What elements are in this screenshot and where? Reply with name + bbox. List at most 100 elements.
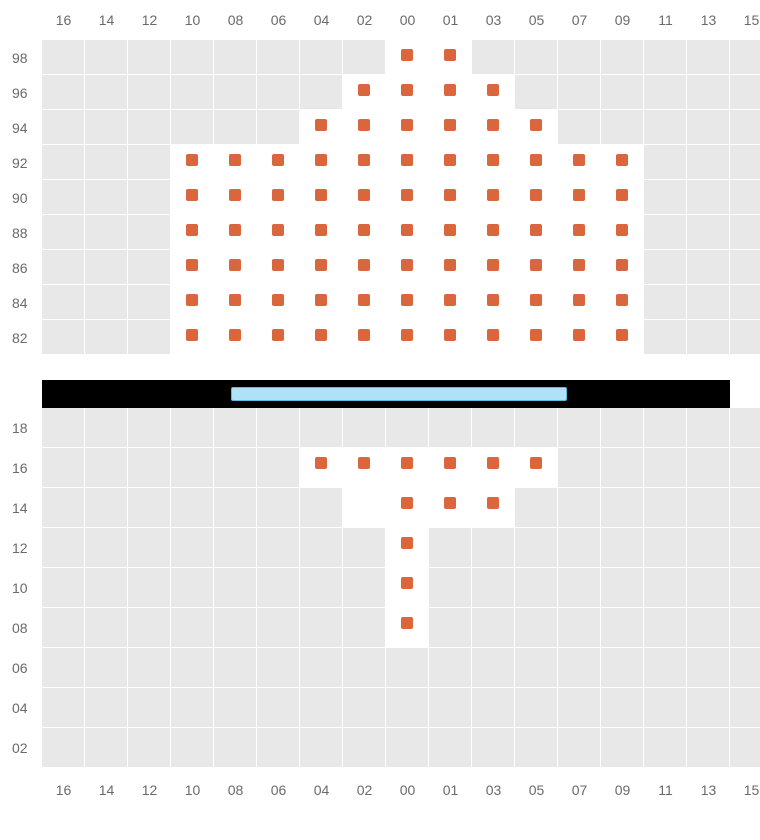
- seat-cell[interactable]: [558, 180, 601, 215]
- seat-cell[interactable]: [515, 180, 558, 215]
- seat-cell[interactable]: [472, 250, 515, 285]
- seat-cell[interactable]: [343, 448, 386, 488]
- seat-cell[interactable]: [472, 110, 515, 145]
- seat-cell[interactable]: [343, 488, 386, 528]
- seat-cell[interactable]: [515, 320, 558, 355]
- seat-cell[interactable]: [386, 528, 429, 568]
- seat-cell[interactable]: [386, 110, 429, 145]
- seat-cell: [128, 285, 171, 320]
- seat-cell[interactable]: [429, 250, 472, 285]
- seat-cell[interactable]: [343, 110, 386, 145]
- seat-cell[interactable]: [429, 110, 472, 145]
- seat-cell[interactable]: [300, 320, 343, 355]
- seat-cell[interactable]: [386, 448, 429, 488]
- seat-cell[interactable]: [515, 250, 558, 285]
- seat-cell[interactable]: [601, 250, 644, 285]
- seat-cell[interactable]: [171, 215, 214, 250]
- seat-cell[interactable]: [300, 215, 343, 250]
- seat-cell[interactable]: [257, 285, 300, 320]
- seat-cell: [42, 215, 85, 250]
- seat-cell[interactable]: [343, 180, 386, 215]
- seat-cell[interactable]: [429, 320, 472, 355]
- seat-cell[interactable]: [300, 448, 343, 488]
- seat-cell[interactable]: [601, 285, 644, 320]
- seat-cell[interactable]: [472, 215, 515, 250]
- seat-cell[interactable]: [515, 448, 558, 488]
- seat-cell: [515, 688, 558, 728]
- seat-cell[interactable]: [601, 145, 644, 180]
- seat-cell[interactable]: [429, 145, 472, 180]
- seat-cell[interactable]: [171, 250, 214, 285]
- seat-cell[interactable]: [171, 145, 214, 180]
- seat-cell[interactable]: [214, 250, 257, 285]
- seat-cell[interactable]: [386, 180, 429, 215]
- seat-cell[interactable]: [472, 448, 515, 488]
- seat-cell[interactable]: [429, 488, 472, 528]
- seat-cell: [515, 528, 558, 568]
- seat-cell[interactable]: [472, 320, 515, 355]
- seat-cell[interactable]: [386, 285, 429, 320]
- seat-cell[interactable]: [429, 75, 472, 110]
- seat-cell[interactable]: [214, 285, 257, 320]
- seat-cell[interactable]: [429, 285, 472, 320]
- seat-cell[interactable]: [300, 110, 343, 145]
- seat-cell[interactable]: [171, 285, 214, 320]
- seat-cell[interactable]: [429, 180, 472, 215]
- seat-cell: [42, 688, 85, 728]
- seat-cell[interactable]: [558, 250, 601, 285]
- seat-marker-icon: [487, 329, 499, 341]
- seat-cell[interactable]: [343, 215, 386, 250]
- seat-cell[interactable]: [558, 145, 601, 180]
- seat-cell[interactable]: [515, 110, 558, 145]
- seat-cell[interactable]: [558, 320, 601, 355]
- seat-cell[interactable]: [214, 145, 257, 180]
- seat-cell[interactable]: [558, 215, 601, 250]
- seat-cell[interactable]: [429, 40, 472, 75]
- seat-cell[interactable]: [429, 215, 472, 250]
- seat-cell[interactable]: [515, 215, 558, 250]
- seat-cell[interactable]: [214, 215, 257, 250]
- seat-cell[interactable]: [343, 285, 386, 320]
- seat-cell[interactable]: [343, 320, 386, 355]
- seat-cell[interactable]: [472, 285, 515, 320]
- seat-cell[interactable]: [386, 215, 429, 250]
- seat-cell[interactable]: [429, 448, 472, 488]
- seat-cell[interactable]: [214, 180, 257, 215]
- seat-cell[interactable]: [300, 180, 343, 215]
- seat-cell[interactable]: [472, 488, 515, 528]
- seat-cell[interactable]: [515, 285, 558, 320]
- seat-cell[interactable]: [472, 145, 515, 180]
- seat-cell[interactable]: [386, 608, 429, 648]
- seat-cell[interactable]: [386, 75, 429, 110]
- seat-cell[interactable]: [601, 180, 644, 215]
- seat-cell[interactable]: [257, 320, 300, 355]
- seat-marker-icon: [272, 154, 284, 166]
- seat-cell[interactable]: [386, 568, 429, 608]
- seat-cell[interactable]: [386, 320, 429, 355]
- seat-cell[interactable]: [343, 250, 386, 285]
- seat-cell[interactable]: [257, 180, 300, 215]
- seat-cell[interactable]: [558, 285, 601, 320]
- seat-cell: [601, 40, 644, 75]
- seat-cell[interactable]: [515, 145, 558, 180]
- seat-cell[interactable]: [171, 180, 214, 215]
- seat-cell[interactable]: [214, 320, 257, 355]
- seat-cell[interactable]: [171, 320, 214, 355]
- seat-cell[interactable]: [343, 145, 386, 180]
- seat-cell[interactable]: [386, 488, 429, 528]
- seat-cell[interactable]: [386, 250, 429, 285]
- seat-cell[interactable]: [472, 180, 515, 215]
- seat-cell[interactable]: [601, 215, 644, 250]
- seat-cell[interactable]: [257, 145, 300, 180]
- seat-cell[interactable]: [257, 250, 300, 285]
- seat-cell[interactable]: [472, 75, 515, 110]
- seat-cell[interactable]: [386, 145, 429, 180]
- seat-cell[interactable]: [257, 215, 300, 250]
- seat-cell[interactable]: [343, 75, 386, 110]
- seat-cell[interactable]: [601, 320, 644, 355]
- seat-cell[interactable]: [300, 285, 343, 320]
- seat-cell[interactable]: [300, 145, 343, 180]
- seat-cell[interactable]: [300, 250, 343, 285]
- seat-cell[interactable]: [386, 40, 429, 75]
- col-label: 02: [343, 12, 386, 28]
